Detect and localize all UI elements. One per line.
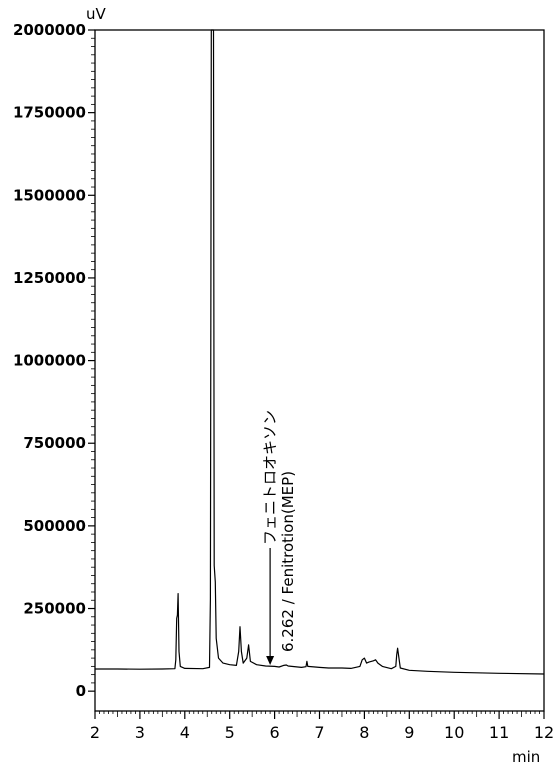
- x-tick-label: 3: [135, 723, 145, 742]
- y-axis-tick-labels: 0 250000 500000 750000 1000000 1250000 1500000…: [13, 21, 86, 700]
- y-tick-label: 500000: [23, 517, 86, 535]
- y-tick-label: 2000000: [13, 21, 86, 39]
- y-axis-unit-label: uV: [86, 5, 107, 23]
- x-axis-tick-labels: 2 3 4 5 6 7 8 9 10 11 12: [90, 723, 554, 742]
- y-axis-ticks: [88, 29, 95, 692]
- x-tick-label: 4: [180, 723, 190, 742]
- x-tick-label: 9: [404, 723, 414, 742]
- x-tick-label: 2: [90, 723, 100, 742]
- annotation-label-english: 6.262 / Fenitrotion(MEP): [279, 471, 297, 652]
- annotation-label-japanese: フェニトロオキソン: [261, 410, 279, 545]
- y-tick-label: 750000: [23, 434, 86, 452]
- y-tick-label: 1000000: [13, 352, 86, 370]
- x-tick-label: 8: [359, 723, 369, 742]
- x-axis-unit-label: min: [512, 748, 540, 766]
- x-tick-label: 7: [314, 723, 324, 742]
- y-tick-label: 1750000: [13, 104, 86, 122]
- x-tick-label: 5: [225, 723, 235, 742]
- y-tick-label: 1250000: [13, 269, 86, 287]
- annotation-arrow-head: [266, 656, 275, 665]
- y-tick-label: 0: [76, 682, 86, 700]
- plot-frame: [94, 29, 545, 712]
- y-tick-label: 250000: [23, 600, 86, 618]
- chromatogram-trace: [95, 29, 545, 675]
- x-tick-label: 6: [270, 723, 280, 742]
- x-tick-label: 11: [489, 723, 509, 742]
- x-tick-label: 12: [534, 723, 554, 742]
- x-axis-ticks: [94, 711, 545, 719]
- peak-annotations: フェニトロオキソン 6.262 / Fenitrotion(MEP): [261, 410, 297, 665]
- y-tick-label: 1500000: [13, 186, 86, 204]
- x-tick-label: 10: [444, 723, 464, 742]
